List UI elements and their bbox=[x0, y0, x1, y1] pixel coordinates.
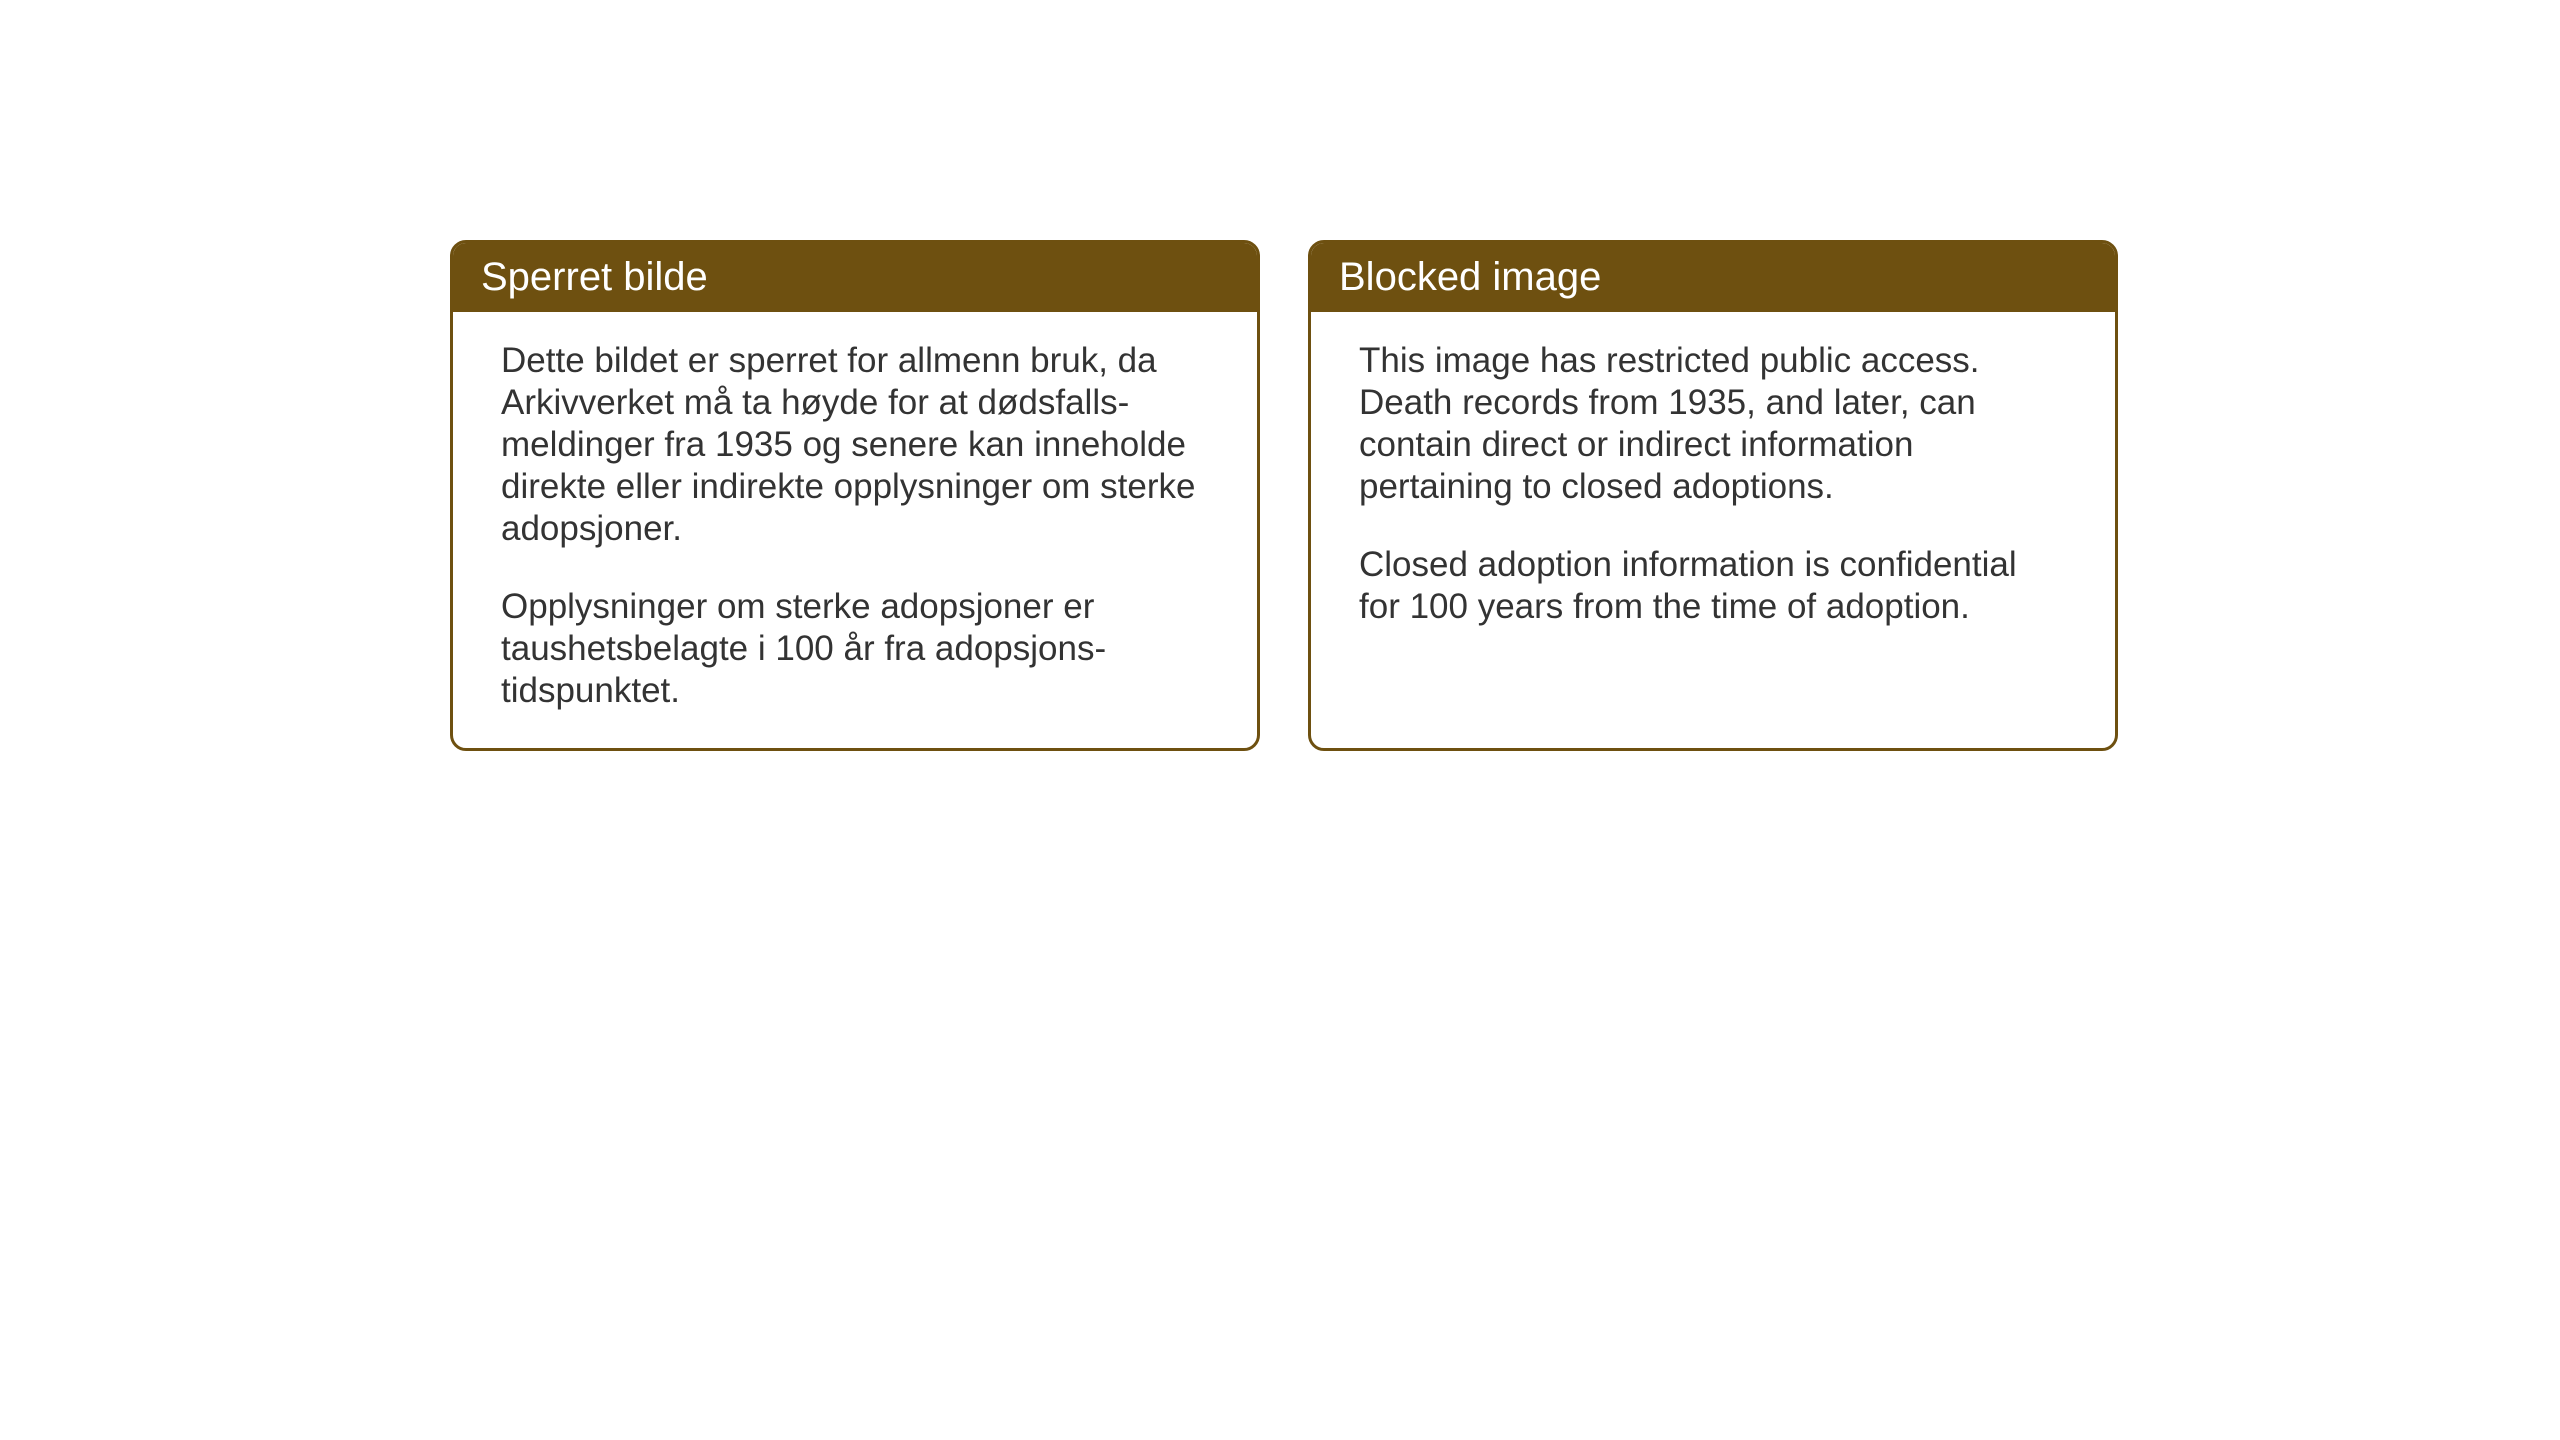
english-card-header: Blocked image bbox=[1311, 243, 2115, 312]
norwegian-paragraph-2: Opplysninger om sterke adopsjoner er tau… bbox=[501, 586, 1209, 712]
cards-container: Sperret bilde Dette bildet er sperret fo… bbox=[0, 0, 2560, 751]
english-card-title: Blocked image bbox=[1339, 255, 1601, 299]
norwegian-card-body: Dette bildet er sperret for allmenn bruk… bbox=[453, 312, 1257, 748]
english-card: Blocked image This image has restricted … bbox=[1308, 240, 2118, 751]
norwegian-card-header: Sperret bilde bbox=[453, 243, 1257, 312]
english-paragraph-1: This image has restricted public access.… bbox=[1359, 340, 2067, 508]
english-card-body: This image has restricted public access.… bbox=[1311, 312, 2115, 712]
english-paragraph-2: Closed adoption information is confident… bbox=[1359, 544, 2067, 628]
norwegian-card-title: Sperret bilde bbox=[481, 255, 708, 299]
norwegian-paragraph-1: Dette bildet er sperret for allmenn bruk… bbox=[501, 340, 1209, 550]
norwegian-card: Sperret bilde Dette bildet er sperret fo… bbox=[450, 240, 1260, 751]
